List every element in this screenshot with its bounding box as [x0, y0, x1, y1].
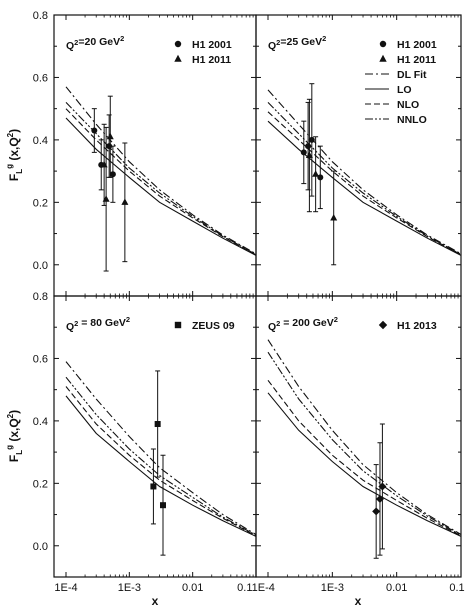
- y-axis-title: FLg (x,Q2): [5, 129, 24, 181]
- panel-top-right: Q2=25 GeV2H1 2001H1 2011DL FitLONLONNLO: [256, 15, 461, 296]
- x-tick-label: 1E-4: [54, 582, 77, 594]
- y-tick-label: 0.8: [33, 10, 48, 22]
- x-axis-title: x: [355, 594, 362, 607]
- annotation-part: =25 GeV: [280, 36, 322, 48]
- panel-annotation: Q2 = 80 GeV2: [66, 315, 130, 333]
- series-line-nlo: [268, 112, 461, 255]
- y-title-sub: L: [15, 169, 24, 174]
- data-point: [372, 507, 380, 515]
- legend-label: H1 2001: [397, 39, 437, 51]
- series-line-dl-fit: [268, 90, 461, 254]
- y-title-close: ): [7, 410, 21, 414]
- y-tick-label: 0.0: [33, 260, 48, 272]
- legend-label: H1 2013: [397, 320, 437, 332]
- y-tick-label: 0.8: [33, 291, 48, 303]
- data-point: [150, 483, 156, 489]
- y-tick-label: 0.6: [33, 353, 48, 365]
- y-tick-label: 0.0: [33, 541, 48, 553]
- series-line-lo: [268, 121, 461, 255]
- series-line-nlo: [66, 387, 256, 536]
- legend-label: NNLO: [397, 114, 427, 126]
- data-point: [107, 133, 114, 140]
- x-tick-label: 1E-3: [321, 582, 344, 594]
- series-line-lo: [268, 393, 461, 537]
- annotation-superscript: 2: [334, 315, 338, 324]
- annotation-part: Q: [66, 321, 74, 333]
- series-line-nnlo: [66, 377, 256, 535]
- legend-label: H1 2001: [192, 39, 232, 51]
- series-line-lo: [66, 396, 256, 537]
- annotation-part: Q: [268, 321, 276, 333]
- data-point: [110, 171, 116, 177]
- data-point: [155, 421, 161, 427]
- legend-marker-h1-2013: [379, 321, 387, 329]
- y-title-args: (x,Q: [7, 137, 21, 164]
- legend-marker-zeus-09: [175, 322, 181, 328]
- panel-bottom-right: Q2 = 200 GeV2H1 2013: [256, 296, 461, 577]
- legend-label: ZEUS 09: [192, 320, 235, 332]
- annotation-part: = 200 GeV: [280, 317, 333, 329]
- annotation-superscript: 2: [322, 34, 326, 43]
- legend-marker-h1-2011: [379, 55, 386, 62]
- y-title-args: (x,Q: [7, 418, 21, 445]
- data-point: [121, 198, 128, 205]
- legend-label: LO: [397, 84, 412, 96]
- panel-top-left: Q2=20 GeV2H1 2001H1 2011: [54, 15, 256, 296]
- legend-label: H1 2011: [397, 54, 436, 66]
- legend-marker-h1-2001: [380, 41, 386, 47]
- annotation-part: Q: [268, 40, 276, 52]
- legend-marker-h1-2001: [175, 41, 181, 47]
- y-tick-label: 0.6: [33, 72, 48, 84]
- series-line-nnlo: [268, 352, 461, 535]
- y-tick-label: 0.4: [33, 416, 48, 428]
- y-tick-label: 0.2: [33, 197, 48, 209]
- legend-label: NLO: [397, 99, 419, 111]
- x-tick-label: 0.11E-4: [237, 582, 275, 594]
- annotation-part: =20 GeV: [78, 36, 120, 48]
- y-title-f: F: [7, 174, 21, 181]
- data-point: [91, 128, 97, 134]
- annotation-superscript: 2: [126, 315, 130, 324]
- x-tick-label: 0.01: [386, 582, 407, 594]
- annotation-superscript: 2: [120, 34, 124, 43]
- y-title-sub: L: [15, 450, 24, 455]
- series-line-dl-fit: [66, 362, 256, 535]
- data-point: [312, 170, 319, 177]
- y-tick-label: 0.4: [33, 135, 48, 147]
- series-line-nlo: [268, 380, 461, 536]
- x-axis-title: x: [152, 594, 159, 607]
- data-point: [330, 214, 337, 221]
- legend-marker-h1-2011: [174, 55, 181, 62]
- y-axis-title: FLg (x,Q2): [5, 410, 24, 462]
- series-line-dl-fit: [268, 340, 461, 535]
- data-point: [160, 502, 166, 508]
- annotation-part: Q: [66, 40, 74, 52]
- panel-annotation: Q2=20 GeV2: [66, 34, 124, 52]
- x-tick-label: 0.01: [182, 582, 203, 594]
- legend-label: DL Fit: [397, 69, 427, 81]
- panel-annotation: Q2 = 200 GeV2: [268, 315, 338, 333]
- annotation-part: = 80 GeV: [78, 317, 126, 329]
- y-tick-label: 0.2: [33, 478, 48, 490]
- panel-bottom-left: Q2 = 80 GeV2ZEUS 09: [54, 296, 256, 577]
- x-tick-label: 0.1: [449, 582, 464, 594]
- legend-label: H1 2011: [192, 54, 231, 66]
- y-title-f: F: [7, 455, 21, 462]
- data-point: [301, 149, 307, 155]
- y-title-close: ): [7, 129, 21, 133]
- series-line-nnlo: [268, 102, 461, 254]
- panel-frame: [54, 296, 256, 577]
- panel-annotation: Q2=25 GeV2: [268, 34, 326, 52]
- x-tick-label: 1E-3: [118, 582, 141, 594]
- panel-frame: [256, 296, 461, 577]
- data-point: [305, 143, 311, 149]
